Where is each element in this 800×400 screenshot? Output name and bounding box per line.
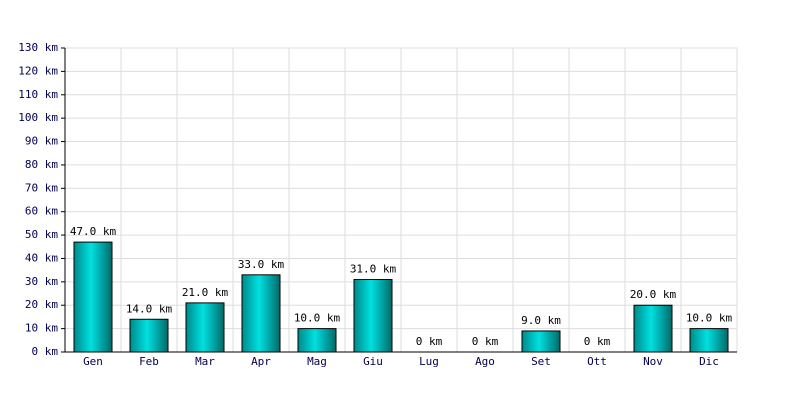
value-label: 0 km bbox=[472, 335, 499, 348]
y-tick-label: 70 km bbox=[25, 181, 58, 194]
x-tick-label: Mag bbox=[307, 355, 327, 368]
bar bbox=[689, 328, 729, 353]
y-tick-label: 10 km bbox=[25, 322, 58, 335]
value-label: 9.0 km bbox=[521, 314, 561, 327]
x-tick-label: Feb bbox=[139, 355, 159, 368]
y-tick-label: 80 km bbox=[25, 158, 58, 171]
x-tick-label: Lug bbox=[419, 355, 439, 368]
x-tick-label: Nov bbox=[643, 355, 663, 368]
x-tick-label: Dic bbox=[699, 355, 719, 368]
bar bbox=[241, 274, 281, 353]
y-tick-label: 110 km bbox=[18, 88, 58, 101]
y-tick-label: 90 km bbox=[25, 135, 58, 148]
x-tick-label: Apr bbox=[251, 355, 271, 368]
bar bbox=[297, 328, 337, 353]
value-label: 0 km bbox=[584, 335, 611, 348]
x-tick-label: Set bbox=[531, 355, 551, 368]
y-tick-label: 120 km bbox=[18, 64, 58, 77]
x-tick-label: Ott bbox=[587, 355, 607, 368]
x-tick-label: Gen bbox=[83, 355, 103, 368]
y-tick-label: 100 km bbox=[18, 111, 58, 124]
value-label: 31.0 km bbox=[350, 263, 397, 276]
value-label: 20.0 km bbox=[630, 288, 677, 301]
y-tick-label: 60 km bbox=[25, 205, 58, 218]
y-tick-label: 20 km bbox=[25, 298, 58, 311]
y-tick-label: 30 km bbox=[25, 275, 58, 288]
x-tick-label: Mar bbox=[195, 355, 215, 368]
value-label: 10.0 km bbox=[294, 312, 341, 325]
x-tick-label: Ago bbox=[475, 355, 495, 368]
bar bbox=[353, 279, 393, 353]
bar bbox=[73, 241, 113, 353]
y-tick-label: 0 km bbox=[32, 345, 59, 358]
value-label: 33.0 km bbox=[238, 258, 285, 271]
bar bbox=[129, 318, 169, 353]
y-tick-label: 130 km bbox=[18, 41, 58, 54]
x-tick-label: Giu bbox=[363, 355, 383, 368]
y-tick-label: 40 km bbox=[25, 251, 58, 264]
bar bbox=[185, 302, 225, 353]
bar bbox=[633, 304, 673, 353]
value-label: 47.0 km bbox=[70, 225, 117, 238]
value-label: 10.0 km bbox=[686, 312, 733, 325]
value-label: 21.0 km bbox=[182, 286, 229, 299]
y-tick-label: 50 km bbox=[25, 228, 58, 241]
bar bbox=[521, 330, 561, 353]
value-label: 0 km bbox=[416, 335, 443, 348]
value-label: 14.0 km bbox=[126, 302, 173, 315]
